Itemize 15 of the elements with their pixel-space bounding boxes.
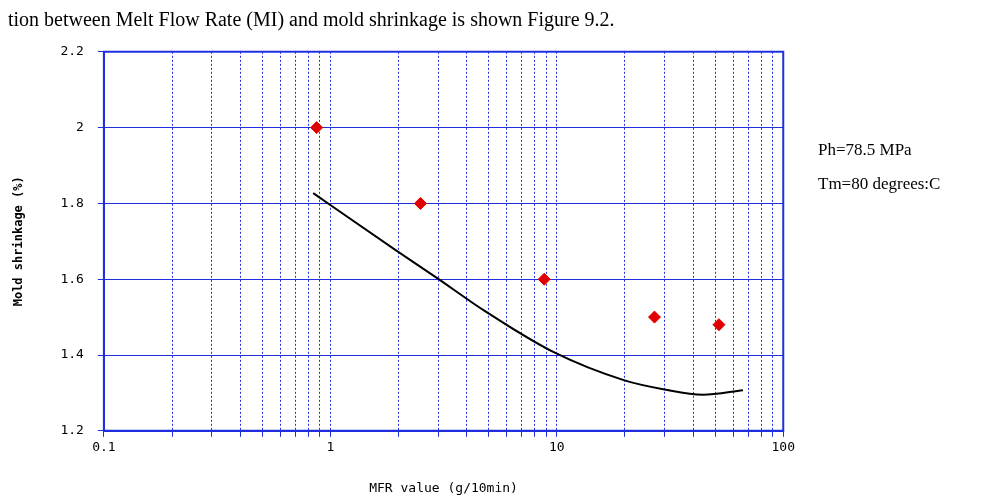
- y-tick-label: 1.8: [60, 194, 84, 210]
- chart-title: tion between Melt Flow Rate (MI) and mold shrinkage is shown Figure 9.2.: [8, 8, 616, 30]
- y-axis-title: Mold shrinkage (%): [11, 176, 26, 307]
- x-tick-label: 1: [326, 438, 335, 454]
- x-tick-label: 0.1: [92, 438, 116, 454]
- x-axis-title: MFR value (g/10min): [369, 479, 518, 495]
- y-tick-label: 2.2: [60, 43, 84, 59]
- y-tick-label: 1.4: [60, 346, 85, 362]
- y-tick-label: 1.2: [60, 422, 84, 438]
- text: Tm=80 degrees:C: [818, 174, 941, 194]
- text: Ph=78.5 MPa: [818, 140, 913, 160]
- x-tick-label: 100: [771, 438, 795, 454]
- y-tick-label: 2: [76, 118, 84, 134]
- x-tick-label: 10: [548, 438, 565, 454]
- y-tick-label: 1.6: [60, 270, 84, 286]
